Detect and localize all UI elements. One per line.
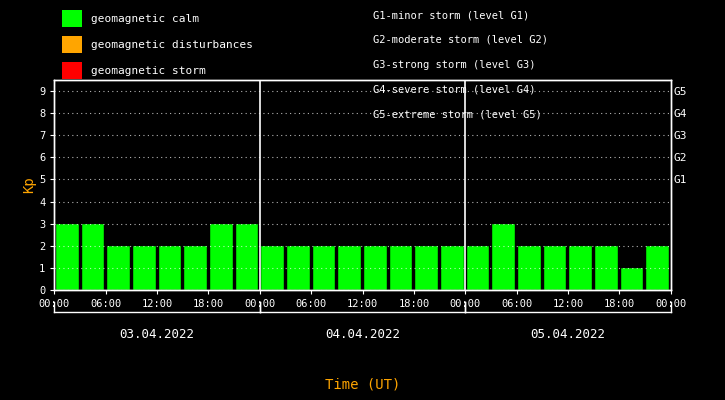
Bar <box>312 246 335 290</box>
Bar <box>236 224 258 290</box>
Text: geomagnetic storm: geomagnetic storm <box>91 66 205 76</box>
Bar <box>184 246 207 290</box>
Bar <box>107 246 130 290</box>
Text: G5-extreme storm (level G5): G5-extreme storm (level G5) <box>373 109 542 119</box>
Bar <box>621 268 643 290</box>
Text: G3-strong storm (level G3): G3-strong storm (level G3) <box>373 60 536 70</box>
Text: 05.04.2022: 05.04.2022 <box>531 328 605 341</box>
Bar <box>364 246 386 290</box>
Y-axis label: Kp: Kp <box>22 177 36 193</box>
Bar <box>82 224 104 290</box>
Bar <box>261 246 284 290</box>
Bar <box>492 224 515 290</box>
Bar <box>544 246 566 290</box>
Text: G4-severe storm (level G4): G4-severe storm (level G4) <box>373 84 536 94</box>
Text: Time (UT): Time (UT) <box>325 377 400 391</box>
Bar <box>647 246 669 290</box>
Bar <box>467 246 489 290</box>
Bar <box>210 224 233 290</box>
Bar <box>159 246 181 290</box>
Bar <box>287 246 310 290</box>
Bar <box>441 246 464 290</box>
Bar <box>133 246 156 290</box>
Text: G2-moderate storm (level G2): G2-moderate storm (level G2) <box>373 35 548 45</box>
Text: 04.04.2022: 04.04.2022 <box>325 328 400 341</box>
Bar <box>518 246 541 290</box>
Bar <box>415 246 438 290</box>
Bar <box>390 246 413 290</box>
Text: geomagnetic disturbances: geomagnetic disturbances <box>91 40 252 50</box>
Text: 03.04.2022: 03.04.2022 <box>120 328 194 341</box>
Text: G1-minor storm (level G1): G1-minor storm (level G1) <box>373 10 530 20</box>
Bar <box>56 224 78 290</box>
Bar <box>595 246 618 290</box>
Bar <box>339 246 361 290</box>
Text: geomagnetic calm: geomagnetic calm <box>91 14 199 24</box>
Bar <box>569 246 592 290</box>
